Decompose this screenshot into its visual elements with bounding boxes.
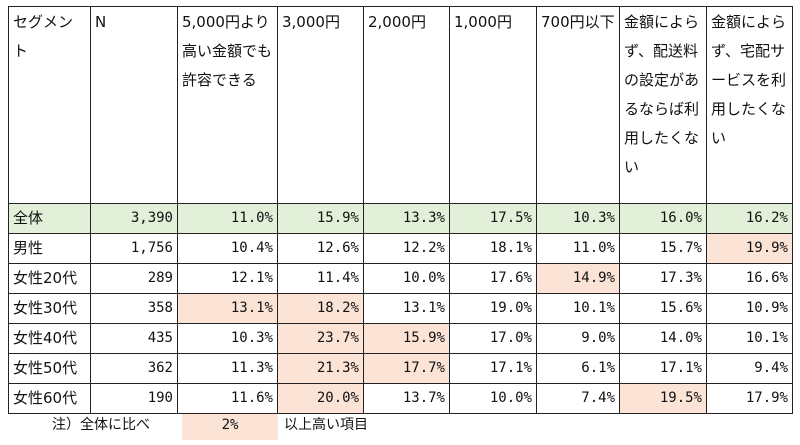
n-cell: 358 [90,293,178,324]
column-header-0: セグメント [8,6,91,204]
value-cell: 10.1% [536,293,620,324]
table-row: 女性30代 358 13.1% 18.2% 13.1% 19.0% 10.1% 15.6% 10… [8,293,793,324]
column-header-6: 700円以下 [536,6,620,204]
value-cell: 6.1% [536,353,620,384]
n-cell: 362 [90,353,178,384]
value-cell: 19.9% [706,233,793,264]
value-cell: 10.4% [177,233,278,264]
highlight-legend-box: 2% [182,414,278,440]
n-cell: 190 [90,383,178,414]
column-header-7: 金額によらず、配送料の設定があるならば利用したくない [619,6,707,204]
value-cell: 12.1% [177,263,278,294]
value-cell: 11.3% [177,353,278,384]
value-cell: 16.6% [706,263,793,294]
value-cell: 10.0% [363,263,450,294]
n-cell: 435 [90,323,178,354]
value-cell: 17.0% [449,323,537,354]
segment-cell: 女性50代 [8,353,91,384]
footnote-prefix: 注）全体に比べ [52,417,150,433]
value-cell: 14.0% [619,323,707,354]
n-cell: 1,756 [90,233,178,264]
value-cell: 17.6% [449,263,537,294]
value-cell: 17.7% [363,353,450,384]
value-cell: 16.2% [706,203,793,234]
value-cell: 12.2% [363,233,450,264]
value-cell: 13.1% [363,293,450,324]
column-header-2: 5,000円より高い金額でも許容できる [177,6,278,204]
value-cell: 10.3% [536,203,620,234]
value-cell: 11.0% [536,233,620,264]
value-cell: 7.4% [536,383,620,414]
value-cell: 23.7% [277,323,364,354]
value-cell: 17.5% [449,203,537,234]
segment-cell: 女性30代 [8,293,91,324]
n-cell: 289 [90,263,178,294]
column-header-8: 金額によらず、宅配サービスを利用したくない [706,6,793,204]
value-cell: 21.3% [277,353,364,384]
column-header-1: N [90,6,178,204]
header-row: セグメント N 5,000円より高い金額でも許容できる 3,000円 2,000円 1,0… [8,6,793,204]
table-row: 女性40代 435 10.3% 23.7% 15.9% 17.0% 9.0% 14.0% 10.… [8,323,793,354]
value-cell: 16.0% [619,203,707,234]
value-cell: 15.6% [619,293,707,324]
segment-cell: 女性20代 [8,263,91,294]
value-cell: 18.1% [449,233,537,264]
value-cell: 15.9% [363,323,450,354]
value-cell: 17.1% [449,353,537,384]
table-row: 男性 1,756 10.4% 12.6% 12.2% 18.1% 11.0% 15.7% 19.… [8,233,793,264]
value-cell: 13.1% [177,293,278,324]
value-cell: 10.1% [706,323,793,354]
column-header-3: 3,000円 [277,6,364,204]
segment-cell: 女性40代 [8,323,91,354]
table-row: 女性50代 362 11.3% 21.3% 17.7% 17.1% 6.1% 17.1% 9.4… [8,353,793,384]
table-row: 全体 3,390 11.0% 15.9% 13.3% 17.5% 10.3% 16.0% 16.… [8,203,793,234]
value-cell: 11.6% [177,383,278,414]
value-cell: 17.9% [706,383,793,414]
column-header-4: 2,000円 [363,6,450,204]
value-cell: 9.4% [706,353,793,384]
segment-cell: 女性60代 [8,383,91,414]
value-cell: 18.2% [277,293,364,324]
value-cell: 10.3% [177,323,278,354]
table-row: 女性20代 289 12.1% 11.4% 10.0% 17.6% 14.9% 17.3% 16… [8,263,793,294]
value-cell: 15.7% [619,233,707,264]
value-cell: 17.1% [619,353,707,384]
value-cell: 10.9% [706,293,793,324]
value-cell: 14.9% [536,263,620,294]
footnote-suffix: 以上高い項目 [284,417,368,433]
value-cell: 17.3% [619,263,707,294]
value-cell: 20.0% [277,383,364,414]
value-cell: 19.0% [449,293,537,324]
value-cell: 19.5% [619,383,707,414]
value-cell: 9.0% [536,323,620,354]
column-header-5: 1,000円 [449,6,537,204]
value-cell: 11.4% [277,263,364,294]
n-cell: 3,390 [90,203,178,234]
value-cell: 15.9% [277,203,364,234]
value-cell: 13.7% [363,383,450,414]
segment-cell: 全体 [8,203,91,234]
value-cell: 13.3% [363,203,450,234]
value-cell: 10.0% [449,383,537,414]
segment-cell: 男性 [8,233,91,264]
value-cell: 11.0% [177,203,278,234]
table-body: 全体 3,390 11.0% 15.9% 13.3% 17.5% 10.3% 16.0% 16.… [8,203,793,414]
footnote: 注）全体に比べ 2% 以上高い項目 [52,414,792,440]
data-table: セグメント N 5,000円より高い金額でも許容できる 3,000円 2,000円 1,0… [8,6,793,414]
table-row: 女性60代 190 11.6% 20.0% 13.7% 10.0% 7.4% 19.5% 17.… [8,383,793,414]
value-cell: 12.6% [277,233,364,264]
